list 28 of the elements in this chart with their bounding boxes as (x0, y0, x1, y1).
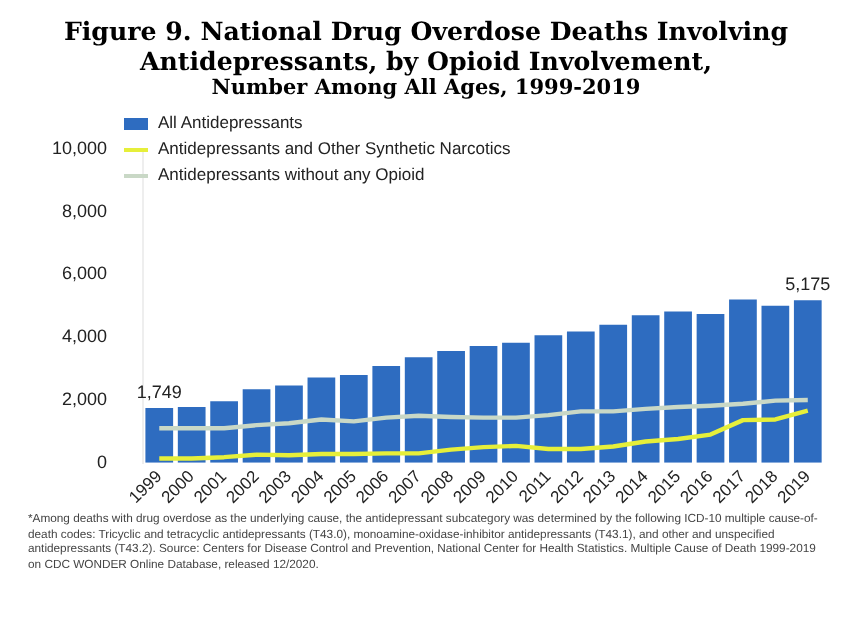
chart-title: Figure 9. National Drug Overdose Deaths Involving Antidepressants, by Opioid Involvement, (61, 16, 791, 76)
bar (793, 300, 822, 463)
legend-label: Antidepressants without any Opioid (158, 162, 425, 188)
bar (599, 324, 628, 463)
bar (404, 357, 433, 463)
chart-subtitle: Number Among All Ages, 1999-2019 (209, 76, 643, 102)
y-tick-label: 10,000 (51, 137, 108, 158)
bar (372, 366, 401, 463)
y-tick-label: 6,000 (61, 263, 108, 284)
bar (631, 315, 660, 463)
y-tick-label: 4,000 (61, 326, 108, 347)
bar (566, 331, 595, 463)
bar (339, 374, 368, 463)
bar (502, 342, 530, 463)
bar (145, 407, 174, 463)
legend-label: All Antidepressants (158, 110, 303, 136)
legend-label: Antidepressants and Other Synthetic Narcotics (158, 136, 511, 162)
y-tick-label: 8,000 (61, 200, 108, 221)
bar (729, 299, 757, 463)
data-label: 5,175 (785, 274, 831, 295)
data-label: 1,749 (136, 381, 182, 402)
y-tick-label: 0 (97, 451, 108, 472)
bar (761, 305, 790, 463)
bar (664, 311, 692, 463)
bar (534, 335, 563, 463)
y-tick-label: 2,000 (61, 389, 108, 409)
bar (696, 313, 725, 463)
bar (437, 351, 465, 463)
